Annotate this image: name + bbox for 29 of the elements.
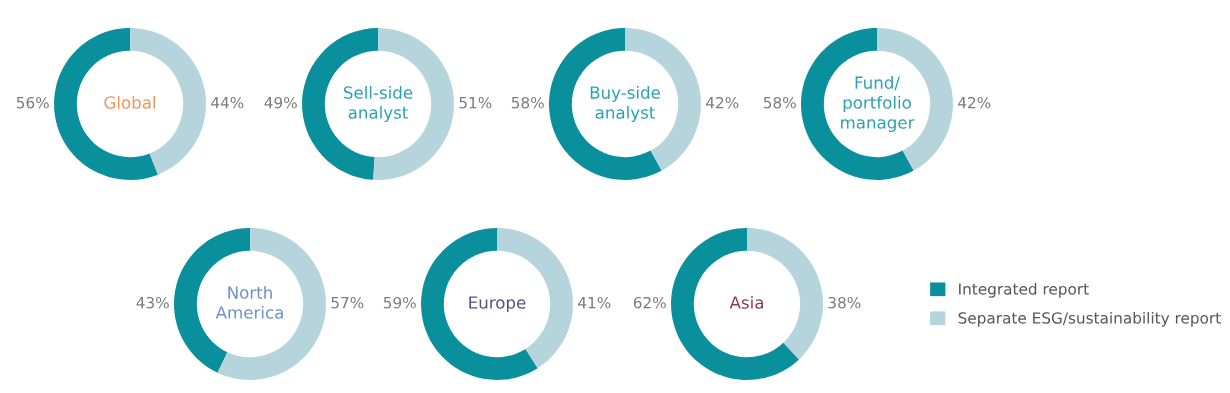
donut-slice bbox=[801, 28, 914, 180]
data-label: 42% bbox=[958, 96, 991, 109]
data-label: 62% bbox=[633, 296, 666, 309]
legend-label: Integrated report bbox=[959, 282, 1089, 298]
data-label: 51% bbox=[459, 96, 492, 109]
donut-slice bbox=[549, 28, 662, 180]
text: Asia bbox=[729, 295, 763, 309]
data-label: 42% bbox=[706, 96, 739, 109]
data-label: 59% bbox=[383, 296, 416, 309]
text: Buy-side analyst bbox=[590, 85, 660, 123]
data-label: 49% bbox=[264, 96, 297, 109]
donut-slice bbox=[421, 228, 538, 380]
data-label: 57% bbox=[331, 296, 364, 309]
text: Sell-side analyst bbox=[343, 85, 413, 123]
donut-slice bbox=[217, 228, 326, 380]
donut-slice bbox=[54, 28, 158, 180]
data-label: 43% bbox=[136, 296, 169, 309]
data-label: 58% bbox=[511, 96, 544, 109]
data-label: 41% bbox=[578, 296, 611, 309]
data-label: 38% bbox=[828, 296, 861, 309]
text: North America bbox=[215, 285, 283, 319]
text: Fund/ portfolio manager bbox=[841, 76, 915, 132]
data-label: 58% bbox=[763, 96, 796, 109]
data-label: 56% bbox=[16, 96, 49, 109]
text: Global bbox=[104, 95, 156, 109]
text: Europe bbox=[469, 296, 526, 313]
donut-slice bbox=[671, 228, 800, 380]
legend-label: Separate ESG/sustainability report bbox=[958, 311, 1221, 327]
data-label: 44% bbox=[211, 96, 244, 109]
